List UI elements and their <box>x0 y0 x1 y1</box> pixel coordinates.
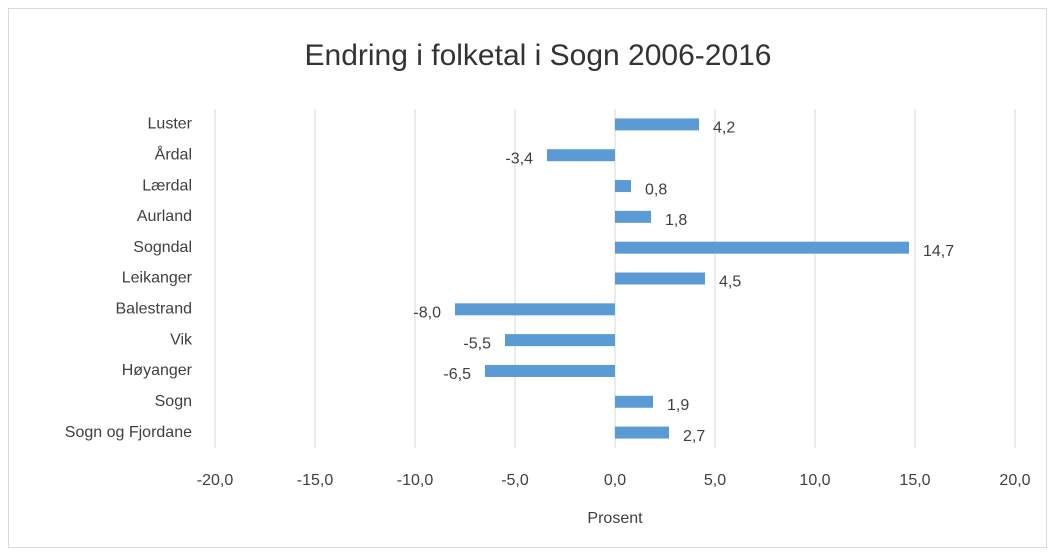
x-tick-label: 5,0 <box>704 472 726 489</box>
value-label: -6,5 <box>443 366 471 383</box>
value-label: -8,0 <box>413 305 441 322</box>
x-tick-label: -5,0 <box>501 472 529 489</box>
x-tick-label: -10,0 <box>397 472 434 489</box>
value-label: 1,8 <box>665 212 687 229</box>
value-label: 0,8 <box>645 181 667 198</box>
bar <box>615 395 653 408</box>
y-tick-label: Leikanger <box>122 270 193 287</box>
value-label: 14,7 <box>923 243 954 260</box>
x-tick-label: 15,0 <box>899 472 930 489</box>
bar <box>615 210 651 223</box>
bar <box>615 426 669 439</box>
y-tick-label: Lærdal <box>142 177 192 194</box>
chart-border <box>8 8 1047 548</box>
value-label: 4,5 <box>719 274 741 291</box>
y-tick-label: Sogndal <box>133 239 192 256</box>
y-tick-label: Høyanger <box>122 362 193 379</box>
x-tick-label: -15,0 <box>297 472 334 489</box>
bar <box>615 180 631 193</box>
bar <box>455 303 615 316</box>
value-label: 2,7 <box>683 428 705 445</box>
value-label: -5,5 <box>463 335 491 352</box>
y-tick-label: Sogn <box>155 393 192 410</box>
value-label: 4,2 <box>713 120 735 137</box>
y-tick-label: Vik <box>170 331 193 348</box>
bar <box>615 272 705 285</box>
y-tick-label: Luster <box>148 116 193 133</box>
value-label: 1,9 <box>667 397 689 414</box>
x-tick-label: 0,0 <box>604 472 626 489</box>
bar <box>615 118 699 131</box>
bar <box>547 149 615 162</box>
x-axis-label: Prosent <box>587 510 643 527</box>
chart-title: Endring i folketal i Sogn 2006-2016 <box>305 39 772 72</box>
y-tick-label: Aurland <box>137 208 192 225</box>
x-tick-label: -20,0 <box>197 472 234 489</box>
bar <box>505 334 615 347</box>
y-tick-label: Balestrand <box>116 301 193 318</box>
y-tick-label: Sogn og Fjordane <box>65 424 192 441</box>
y-tick-label: Årdal <box>155 144 192 163</box>
value-label: -3,4 <box>505 150 533 167</box>
bar <box>615 241 909 254</box>
bar <box>485 364 615 377</box>
x-tick-label: 20,0 <box>999 472 1030 489</box>
x-tick-label: 10,0 <box>799 472 830 489</box>
